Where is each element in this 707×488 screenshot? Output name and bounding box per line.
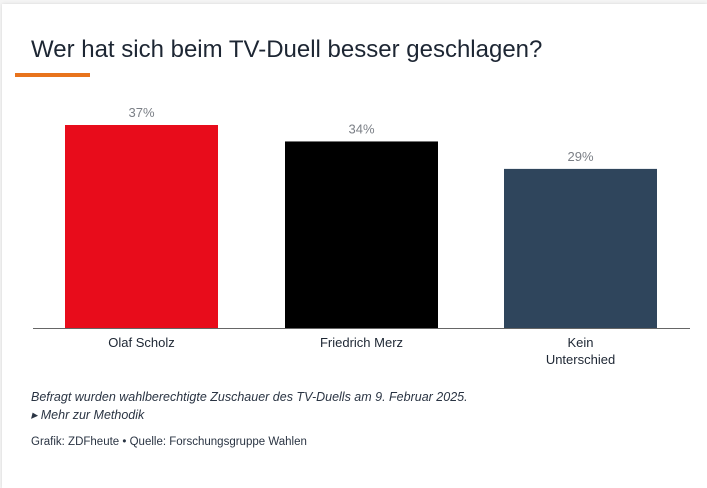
bar: [65, 125, 218, 328]
category-label: Unterschied: [546, 352, 615, 367]
bar: [504, 168, 657, 328]
methodology-note: Befragt wurden wahlberechtigte Zuschauer…: [31, 390, 468, 404]
value-label: 29%: [567, 149, 593, 164]
category-label: Olaf Scholz: [108, 335, 174, 350]
value-label: 37%: [128, 105, 154, 120]
category-label: Friedrich Merz: [320, 335, 403, 350]
more-methodology-link[interactable]: ▸ Mehr zur Methodik: [31, 408, 145, 422]
value-label: 34%: [348, 121, 374, 136]
bar: [285, 141, 438, 328]
category-label: Kein: [567, 335, 593, 350]
chart-title: Wer hat sich beim TV-Duell besser geschl…: [31, 36, 543, 63]
title-accent-line: [15, 73, 90, 77]
source-credit: Grafik: ZDFheute • Quelle: Forschungsgru…: [31, 436, 307, 448]
